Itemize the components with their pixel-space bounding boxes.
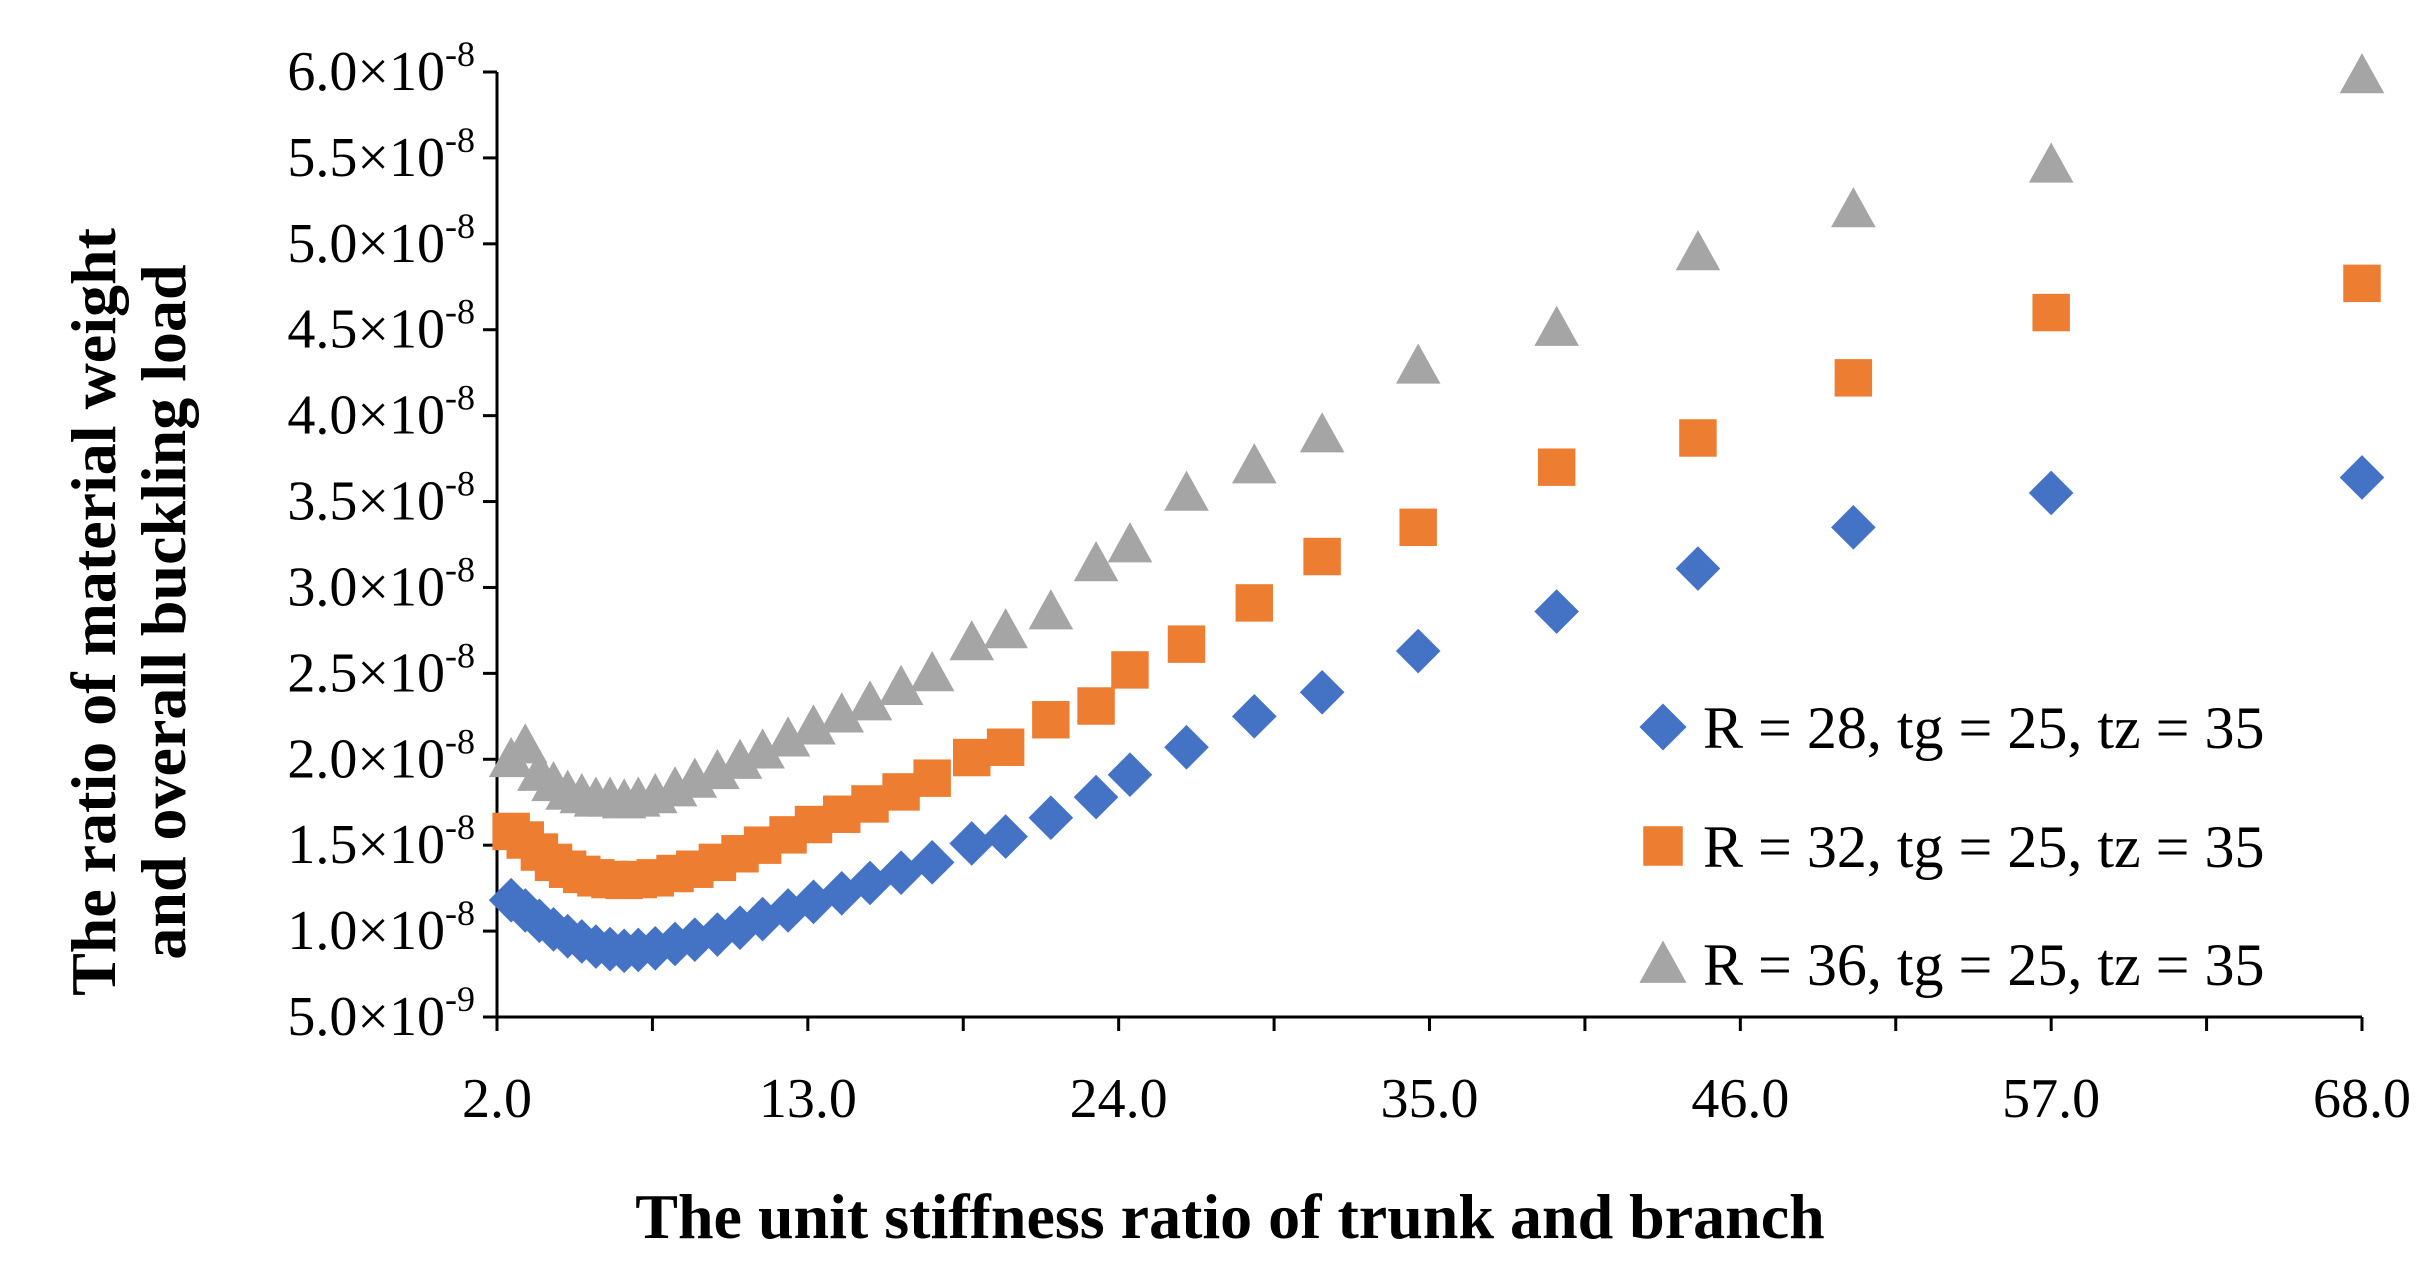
data-point <box>1303 537 1341 576</box>
data-point <box>1231 443 1277 484</box>
series-diamond <box>488 455 2385 974</box>
data-point <box>2339 53 2385 94</box>
data-point <box>1028 795 1074 841</box>
legend: R = 28, tg = 25, tz = 35 R = 32, tg = 25,… <box>1639 695 2265 998</box>
data-point <box>2032 293 2070 332</box>
data-point <box>1235 584 1274 622</box>
data-point <box>791 879 836 925</box>
series-triangle <box>488 53 2385 819</box>
y-axis-title-line-2: and overall buckling load <box>128 264 199 959</box>
y-tick-label: 6.0×10-8 <box>287 34 475 103</box>
data-point <box>1399 508 1437 547</box>
y-tick-label: 5.0×10-8 <box>287 206 475 275</box>
data-point <box>909 651 955 692</box>
legend-label: R = 32, tg = 25, tz = 35 <box>1703 814 2265 880</box>
y-tick-label: 4.5×10-8 <box>287 292 475 361</box>
data-point <box>2028 470 2074 516</box>
series-square <box>492 264 2381 900</box>
data-point <box>819 692 865 733</box>
data-point <box>1675 546 1721 591</box>
data-point <box>1679 419 1717 457</box>
x-tick-label: 24.0 <box>1070 1068 1168 1130</box>
data-point <box>983 814 1028 859</box>
y-tick-label: 4.0×10-8 <box>287 378 475 447</box>
data-point <box>717 905 763 950</box>
ticks: 5.0×10-9 1.0×10-8 1.5×10-8 2.0×10-8 2.5×10-8… <box>287 34 2411 1130</box>
data-point <box>1073 774 1119 820</box>
data-point <box>1534 305 1579 346</box>
data-point <box>1164 470 1209 511</box>
x-tick-label: 46.0 <box>1691 1068 1789 1130</box>
data-point <box>717 738 763 779</box>
data-point <box>819 870 865 916</box>
data-point <box>2339 455 2385 500</box>
data-point <box>1831 187 1876 228</box>
data-point <box>1077 687 1115 725</box>
y-axis-title-line-1: The ratio of material weight <box>58 227 129 996</box>
data-point <box>1032 701 1070 739</box>
data-point <box>1534 589 1579 634</box>
data-point <box>1834 359 1873 397</box>
data-point <box>1107 522 1153 563</box>
x-tick-label: 13.0 <box>759 1068 857 1130</box>
y-tick-label: 2.5×10-8 <box>287 635 475 704</box>
data-point <box>983 608 1028 649</box>
data-point <box>1831 504 1876 550</box>
y-tick-label: 5.5×10-8 <box>287 120 475 189</box>
data-point <box>986 728 1025 766</box>
data-point <box>1073 541 1119 582</box>
x-tick-label: 35.0 <box>1381 1068 1479 1130</box>
data-point <box>1167 625 1206 663</box>
data-point <box>1111 651 1149 689</box>
data-point <box>1107 752 1153 798</box>
data-point <box>695 748 740 790</box>
data-point <box>847 680 893 721</box>
x-tick-label: 2.0 <box>462 1068 532 1130</box>
data-points <box>488 53 2385 974</box>
data-point <box>913 759 951 797</box>
data-point <box>791 704 836 745</box>
data-point <box>1299 669 1345 715</box>
data-point <box>953 738 991 777</box>
data-point <box>1164 724 1209 770</box>
data-point <box>502 723 548 764</box>
data-point <box>878 664 924 705</box>
legend-marker-triangle <box>1639 940 1687 983</box>
y-tick-label: 3.0×10-8 <box>287 549 475 618</box>
legend-label: R = 28, tg = 25, tz = 35 <box>1703 695 2265 761</box>
data-point <box>2343 264 2381 303</box>
legend-marker-diamond <box>1639 703 1687 751</box>
y-tick-label: 1.5×10-8 <box>287 807 475 876</box>
legend-label: R = 36, tg = 25, tz = 35 <box>1703 932 2265 998</box>
legend-marker-square <box>1643 826 1683 866</box>
data-point <box>1028 589 1074 630</box>
data-point <box>652 921 698 967</box>
data-point <box>949 620 995 661</box>
data-point <box>909 840 955 885</box>
data-point <box>949 821 995 866</box>
data-point <box>1395 343 1441 384</box>
y-tick-label: 5.0×10-9 <box>287 979 475 1048</box>
data-point <box>740 896 785 942</box>
x-tick-label: 57.0 <box>2002 1068 2100 1130</box>
data-point <box>1537 448 1576 486</box>
data-point <box>632 925 678 971</box>
data-point <box>1299 412 1345 453</box>
data-point <box>765 716 811 757</box>
data-point <box>1675 230 1721 271</box>
y-tick-label: 1.0×10-8 <box>287 893 475 962</box>
y-tick-label: 3.5×10-8 <box>287 464 475 533</box>
data-point <box>2028 142 2074 183</box>
x-tick-label: 68.0 <box>2313 1068 2411 1130</box>
data-point <box>1231 693 1277 739</box>
y-tick-label: 2.0×10-8 <box>287 721 475 790</box>
x-axis-title: The unit stiffness ratio of trunk and br… <box>635 1181 1825 1252</box>
data-point <box>740 728 785 769</box>
data-point <box>1395 628 1441 674</box>
y-axis-title: The ratio of material weight and overall… <box>58 227 199 996</box>
data-point <box>847 860 893 906</box>
